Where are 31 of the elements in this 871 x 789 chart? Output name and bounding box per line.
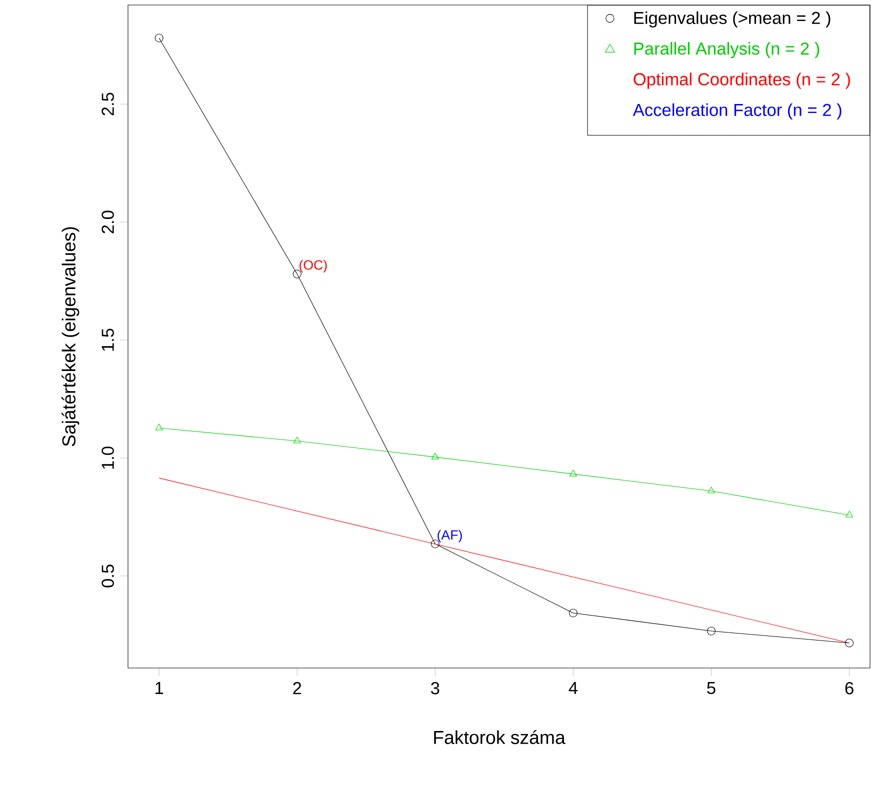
point xyxy=(292,270,302,278)
y-tick-label: 0.5 xyxy=(102,564,114,588)
y-tick-label: 1.5 xyxy=(102,328,114,351)
point xyxy=(155,424,163,430)
x-tick-label: 3 xyxy=(431,682,440,694)
legend-label: Acceleration Factor (n = 2 ) xyxy=(632,103,842,120)
point xyxy=(154,34,164,42)
point xyxy=(845,638,854,648)
y-axis-title: Sajátértékek (eigenvalues) xyxy=(62,227,80,446)
legend-label: Parallel Analysis (n = 2 ) xyxy=(634,42,820,58)
x-tick-label: 2 xyxy=(293,682,302,694)
point xyxy=(431,452,439,460)
point xyxy=(569,470,577,476)
x-tick-label: 5 xyxy=(707,682,716,694)
point xyxy=(430,540,440,548)
point xyxy=(708,486,715,494)
point xyxy=(846,510,854,518)
x-tick-label: 1 xyxy=(156,682,164,694)
point xyxy=(293,436,301,444)
y-tick-label: 1.0 xyxy=(102,446,114,469)
point xyxy=(568,608,578,618)
annotation: (OC) xyxy=(300,260,327,272)
y-tick-label: 2.5 xyxy=(102,92,114,116)
text: Optimal Coordinates (n = 2 ) xyxy=(634,72,850,89)
x-axis-title: Faktorok száma xyxy=(434,730,566,744)
x-tick-label: 6 xyxy=(845,682,854,694)
point xyxy=(706,626,716,636)
y-tick-label: 2.0 xyxy=(102,210,114,234)
x-tick-label: 4 xyxy=(568,682,578,694)
legend-label: Eigenvalues (>mean = 2 ) xyxy=(634,11,830,28)
annotation: (AF) xyxy=(438,530,462,542)
